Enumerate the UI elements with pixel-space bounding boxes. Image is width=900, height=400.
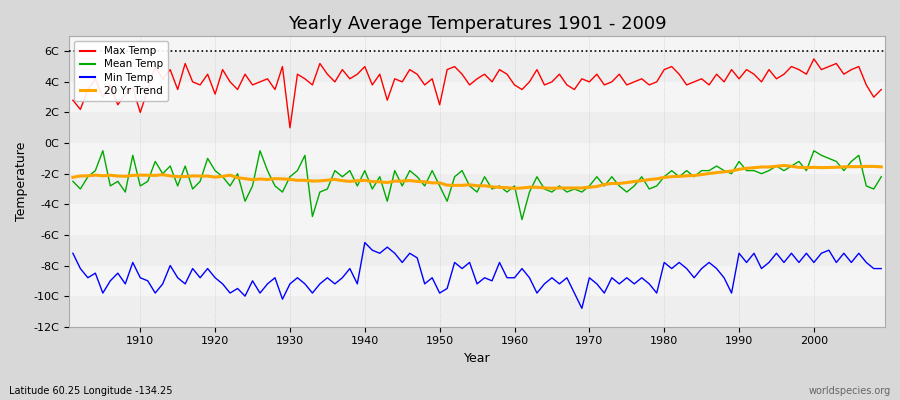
Bar — [69, 51, 885, 82]
Bar — [69, 296, 885, 327]
Legend: Max Temp, Mean Temp, Min Temp, 20 Yr Trend: Max Temp, Mean Temp, Min Temp, 20 Yr Tre… — [75, 41, 168, 101]
Text: worldspecies.org: worldspecies.org — [809, 386, 891, 396]
Bar — [69, 112, 885, 143]
X-axis label: Year: Year — [464, 352, 490, 365]
Bar — [69, 174, 885, 204]
Bar — [69, 235, 885, 266]
Text: Latitude 60.25 Longitude -134.25: Latitude 60.25 Longitude -134.25 — [9, 386, 173, 396]
Title: Yearly Average Temperatures 1901 - 2009: Yearly Average Temperatures 1901 - 2009 — [288, 15, 666, 33]
Y-axis label: Temperature: Temperature — [15, 142, 28, 221]
